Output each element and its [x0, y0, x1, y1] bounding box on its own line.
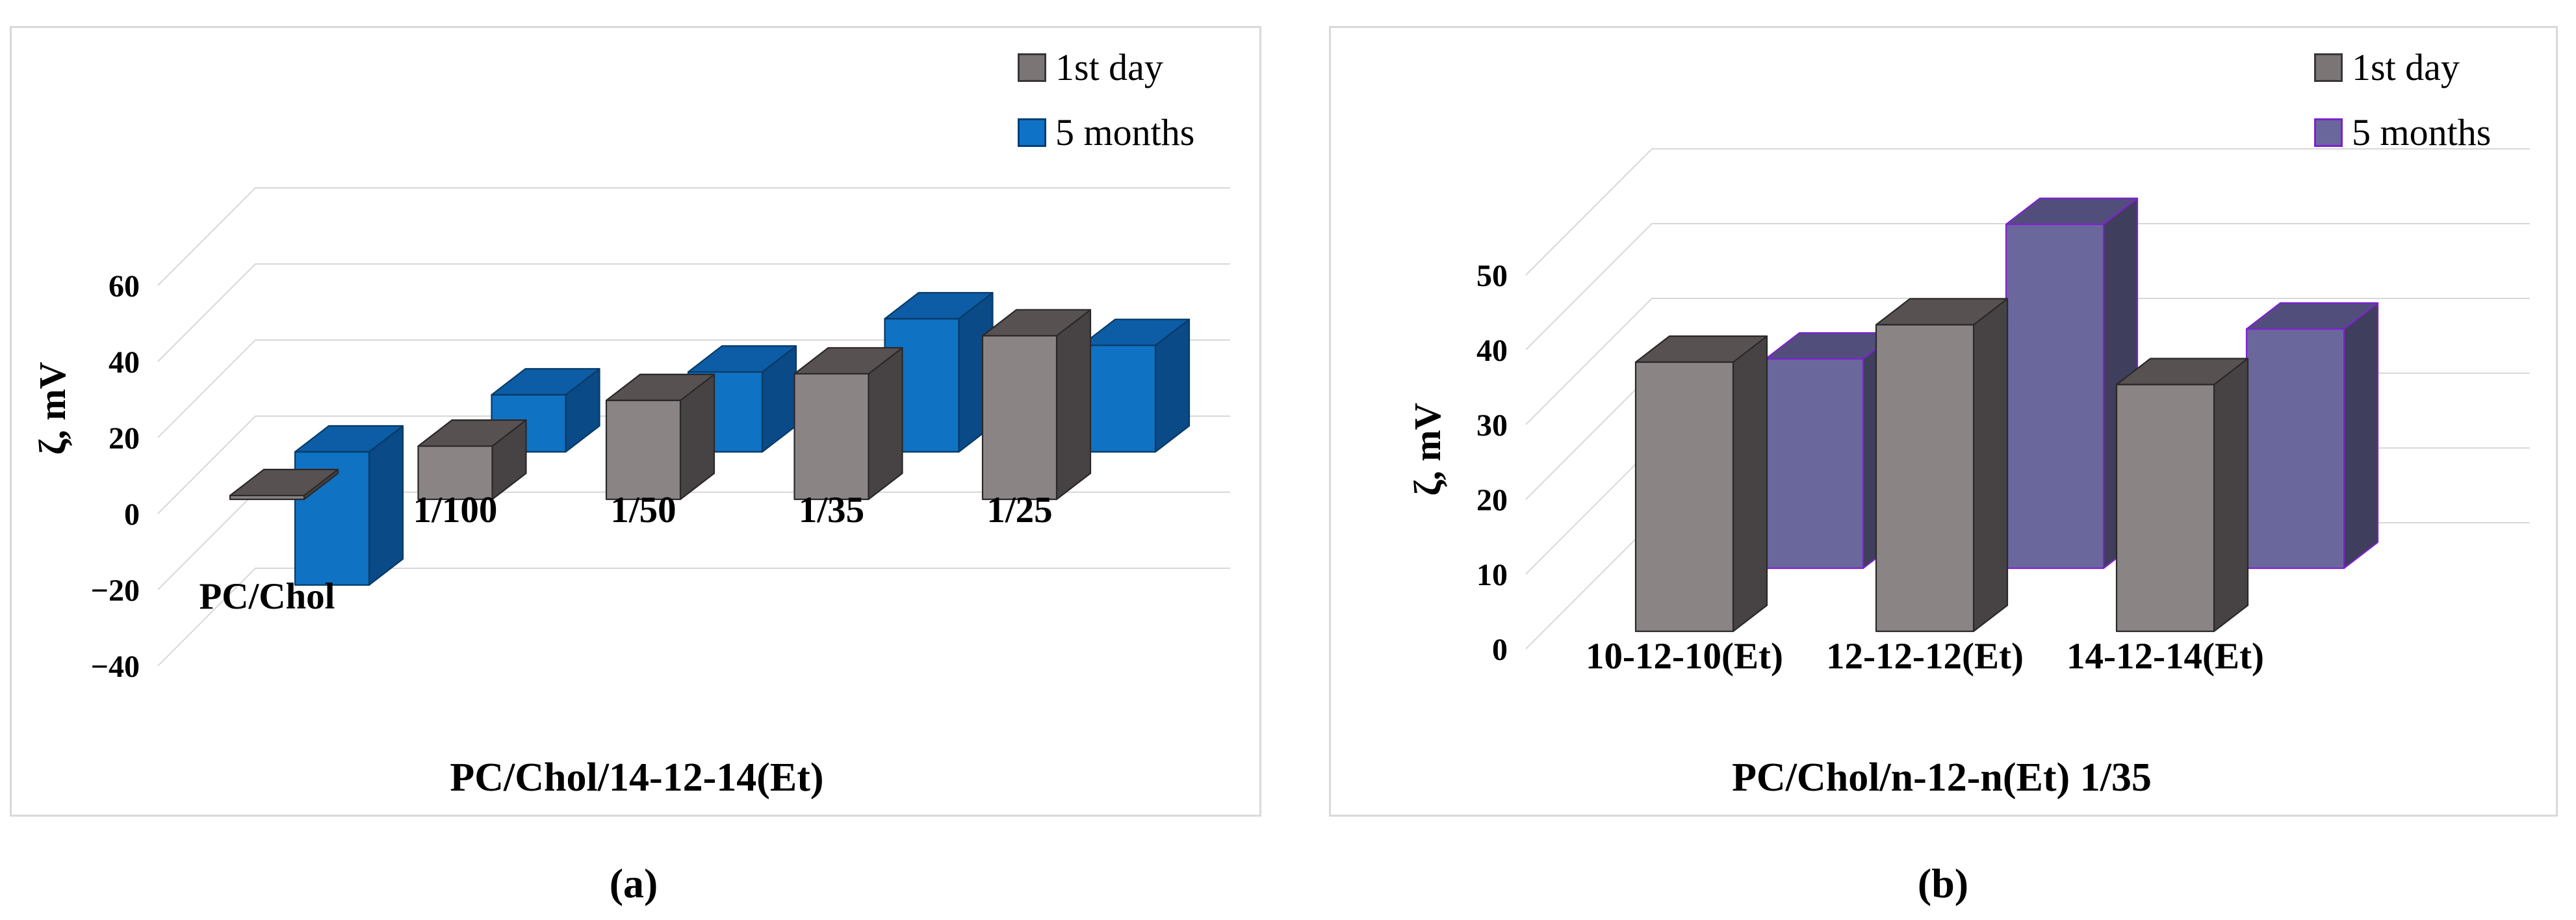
bar-side-face — [368, 425, 404, 586]
legend-a: 1st day 5 months — [1018, 47, 1194, 177]
legend-swatch-1st-day — [2314, 53, 2343, 82]
gridline — [157, 263, 1230, 362]
legend-label-5-months: 5 months — [2352, 111, 2492, 153]
bar-front-face — [2245, 328, 2345, 570]
y-tick-label: 0 — [1492, 633, 1508, 667]
x-category-label: 14-12-14(Et) — [2067, 636, 2264, 677]
y-tick-label: −40 — [91, 650, 140, 684]
caption-b: (b) — [1917, 860, 1969, 906]
x-axis-title: PC/Chol/n-12-n(Et) 1/35 — [1732, 756, 2152, 800]
legend-item-5-months: 5 months — [2314, 112, 2491, 153]
bar-front-face — [605, 399, 682, 501]
bar-side-face — [2213, 358, 2249, 633]
y-tick-label: 10 — [1476, 558, 1508, 592]
bar-front-face — [981, 335, 1058, 501]
legend-label-1st-day: 1st day — [1055, 46, 1163, 88]
y-tick-label: 40 — [109, 345, 140, 380]
legend-item-1st-day: 1st day — [1018, 47, 1194, 88]
gridline — [157, 568, 1230, 666]
y-tick-label: 20 — [109, 421, 140, 456]
y-axis-title: ζ, mV — [1406, 402, 1449, 495]
gridline — [157, 187, 1230, 286]
bar-side-face — [1972, 298, 2009, 633]
legend-item-5-months: 5 months — [1018, 112, 1194, 153]
bar-front-face — [417, 445, 493, 501]
legend-swatch-5-months — [1018, 118, 1046, 147]
bar-front-face — [1080, 345, 1157, 453]
x-axis-title: PC/Chol/14-12-14(Et) — [450, 756, 823, 800]
bar-side-face — [2343, 302, 2379, 570]
chart-b-canvas: 50 40 30 20 10 0 ζ, mV 10-12-10(Et) 12-12-12(Et)… — [1406, 148, 2530, 800]
bar-front-face — [1764, 358, 1864, 570]
y-axis-title: ζ, mV — [31, 361, 73, 454]
chart-a-canvas: 60 40 20 0 −20 −40 ζ, mV PC/Chol 1/100 1/50 1/35 1/… — [31, 187, 1230, 800]
bar-front-face — [1875, 324, 1975, 633]
x-category-label: 1/25 — [986, 490, 1052, 531]
x-category-label: PC/Chol — [199, 576, 335, 617]
bar-front-face — [2115, 384, 2215, 633]
x-category-label: 10-12-10(Et) — [1586, 636, 1783, 677]
y-tick-label: 60 — [109, 269, 140, 304]
legend-label-1st-day: 1st day — [2352, 46, 2460, 88]
y-tick-label: 0 — [124, 497, 140, 532]
x-category-label: 12-12-12(Et) — [1826, 636, 2024, 677]
gridline — [1525, 298, 2530, 425]
bar-side-face — [1055, 309, 1092, 501]
bar-front-face — [229, 495, 305, 501]
y-tick-label: 50 — [1476, 259, 1508, 293]
legend-swatch-1st-day — [1018, 53, 1046, 82]
bar-front-face — [1634, 361, 1734, 633]
x-category-label: 1/100 — [413, 490, 498, 531]
x-category-label: 1/50 — [610, 490, 676, 531]
legend-label-5-months: 5 months — [1055, 111, 1195, 153]
y-tick-label: 40 — [1476, 334, 1508, 368]
y-tick-label: 20 — [1476, 483, 1508, 518]
bar-front-face — [793, 373, 869, 501]
chart-panel-a: 60 40 20 0 −20 −40 ζ, mV PC/Chol 1/100 1/50 1/35 1/… — [10, 26, 1261, 817]
legend-swatch-5-months — [2314, 118, 2343, 147]
caption-a: (a) — [609, 860, 658, 906]
gridline — [1525, 148, 2530, 276]
bar-front-face — [2005, 223, 2105, 570]
y-tick-label: 30 — [1476, 408, 1508, 443]
legend-item-1st-day: 1st day — [2314, 47, 2491, 88]
y-tick-label: −20 — [91, 573, 140, 608]
chart-panel-b: 50 40 30 20 10 0 ζ, mV 10-12-10(Et) 12-12-12(Et)… — [1329, 26, 2558, 817]
x-category-label: 1/35 — [799, 490, 864, 531]
legend-b: 1st day 5 months — [2314, 47, 2491, 177]
bar-side-face — [1732, 335, 1768, 633]
gridline — [1525, 223, 2530, 350]
